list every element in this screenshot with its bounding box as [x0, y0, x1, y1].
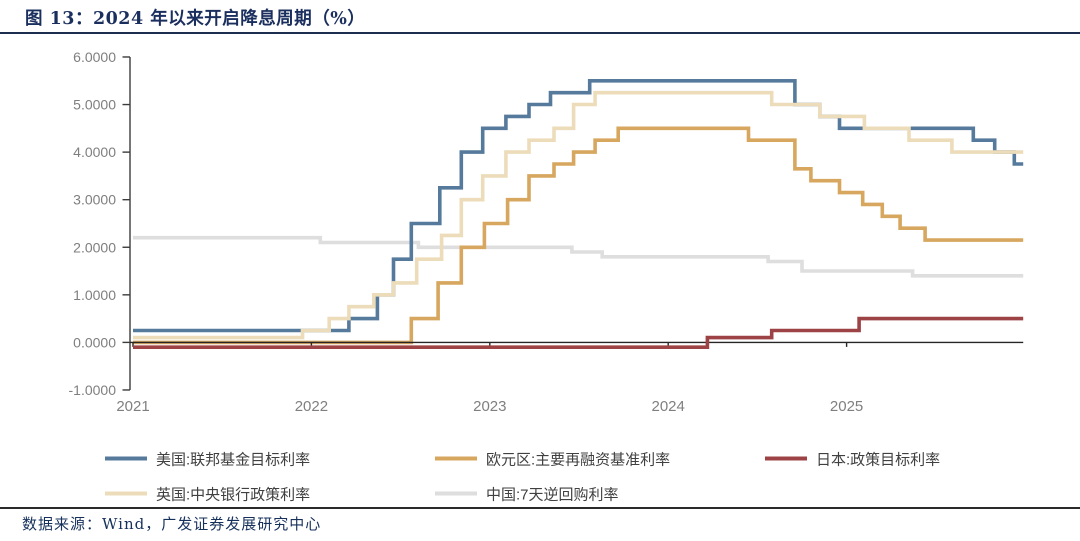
legend-label: 日本:政策目标利率 — [816, 451, 941, 468]
legend-item-us: 美国:联邦基金目标利率 — [105, 448, 310, 469]
legend-row: 美国:联邦基金目标利率 欧元区:主要再融资基准利率 日本:政策目标利率 — [0, 441, 1080, 476]
y-axis-label: 4.0000 — [73, 144, 116, 160]
legend-item-eu: 欧元区:主要再融资基准利率 — [435, 448, 670, 469]
series-line-us — [133, 79, 1024, 333]
series-line-eu — [133, 126, 1024, 345]
footer-divider — [0, 507, 1080, 509]
series-line-uk — [133, 90, 1024, 340]
legend-item-cn: 中国:7天逆回购利率 — [435, 483, 619, 504]
legend-swatch-us — [105, 456, 147, 461]
legend-label: 欧元区:主要再融资基准利率 — [486, 451, 671, 468]
legend-item-uk: 英国:中央银行政策利率 — [105, 483, 310, 504]
series-line-cn — [133, 235, 1024, 278]
title-underline — [0, 32, 1080, 34]
legend: 美国:联邦基金目标利率 欧元区:主要再融资基准利率 日本:政策目标利率英国:中央银行… — [0, 441, 1080, 511]
rate-chart: 6.0000 5.0000 4.0000 3.0000 2.0000 1.0000 0.00… — [69, 49, 1024, 415]
figure-title: 图 13：2024 年以来开启降息周期（%） — [25, 9, 366, 29]
series-line-jp — [133, 316, 1024, 349]
x-axis-label: 2024 — [652, 398, 685, 415]
y-axis-label: -1.0000 — [69, 382, 117, 398]
x-axis-label: 2021 — [116, 398, 149, 415]
y-axis-label: 2.0000 — [73, 239, 116, 255]
legend-label: 中国:7天逆回购利率 — [486, 486, 619, 503]
y-axis-label: 0.0000 — [73, 334, 116, 350]
legend-item-jp: 日本:政策目标利率 — [765, 448, 940, 469]
x-axis-label: 2022 — [295, 398, 328, 415]
y-axis-label: 3.0000 — [73, 192, 116, 208]
y-axis-label: 6.0000 — [73, 49, 116, 65]
legend-swatch-uk — [105, 491, 147, 496]
x-axis-label: 2023 — [473, 398, 506, 415]
data-source: 数据来源：Wind，广发证券发展研究中心 — [22, 515, 322, 533]
legend-swatch-eu — [435, 456, 477, 461]
legend-row: 英国:中央银行政策利率 中国:7天逆回购利率 — [0, 476, 1080, 511]
x-axis-label: 2025 — [830, 398, 863, 415]
legend-swatch-cn — [435, 491, 477, 496]
legend-label: 美国:联邦基金目标利率 — [156, 451, 311, 468]
y-axis-label: 5.0000 — [73, 97, 116, 113]
legend-swatch-jp — [765, 456, 807, 461]
legend-label: 英国:中央银行政策利率 — [156, 486, 311, 503]
y-axis-label: 1.0000 — [73, 287, 116, 303]
